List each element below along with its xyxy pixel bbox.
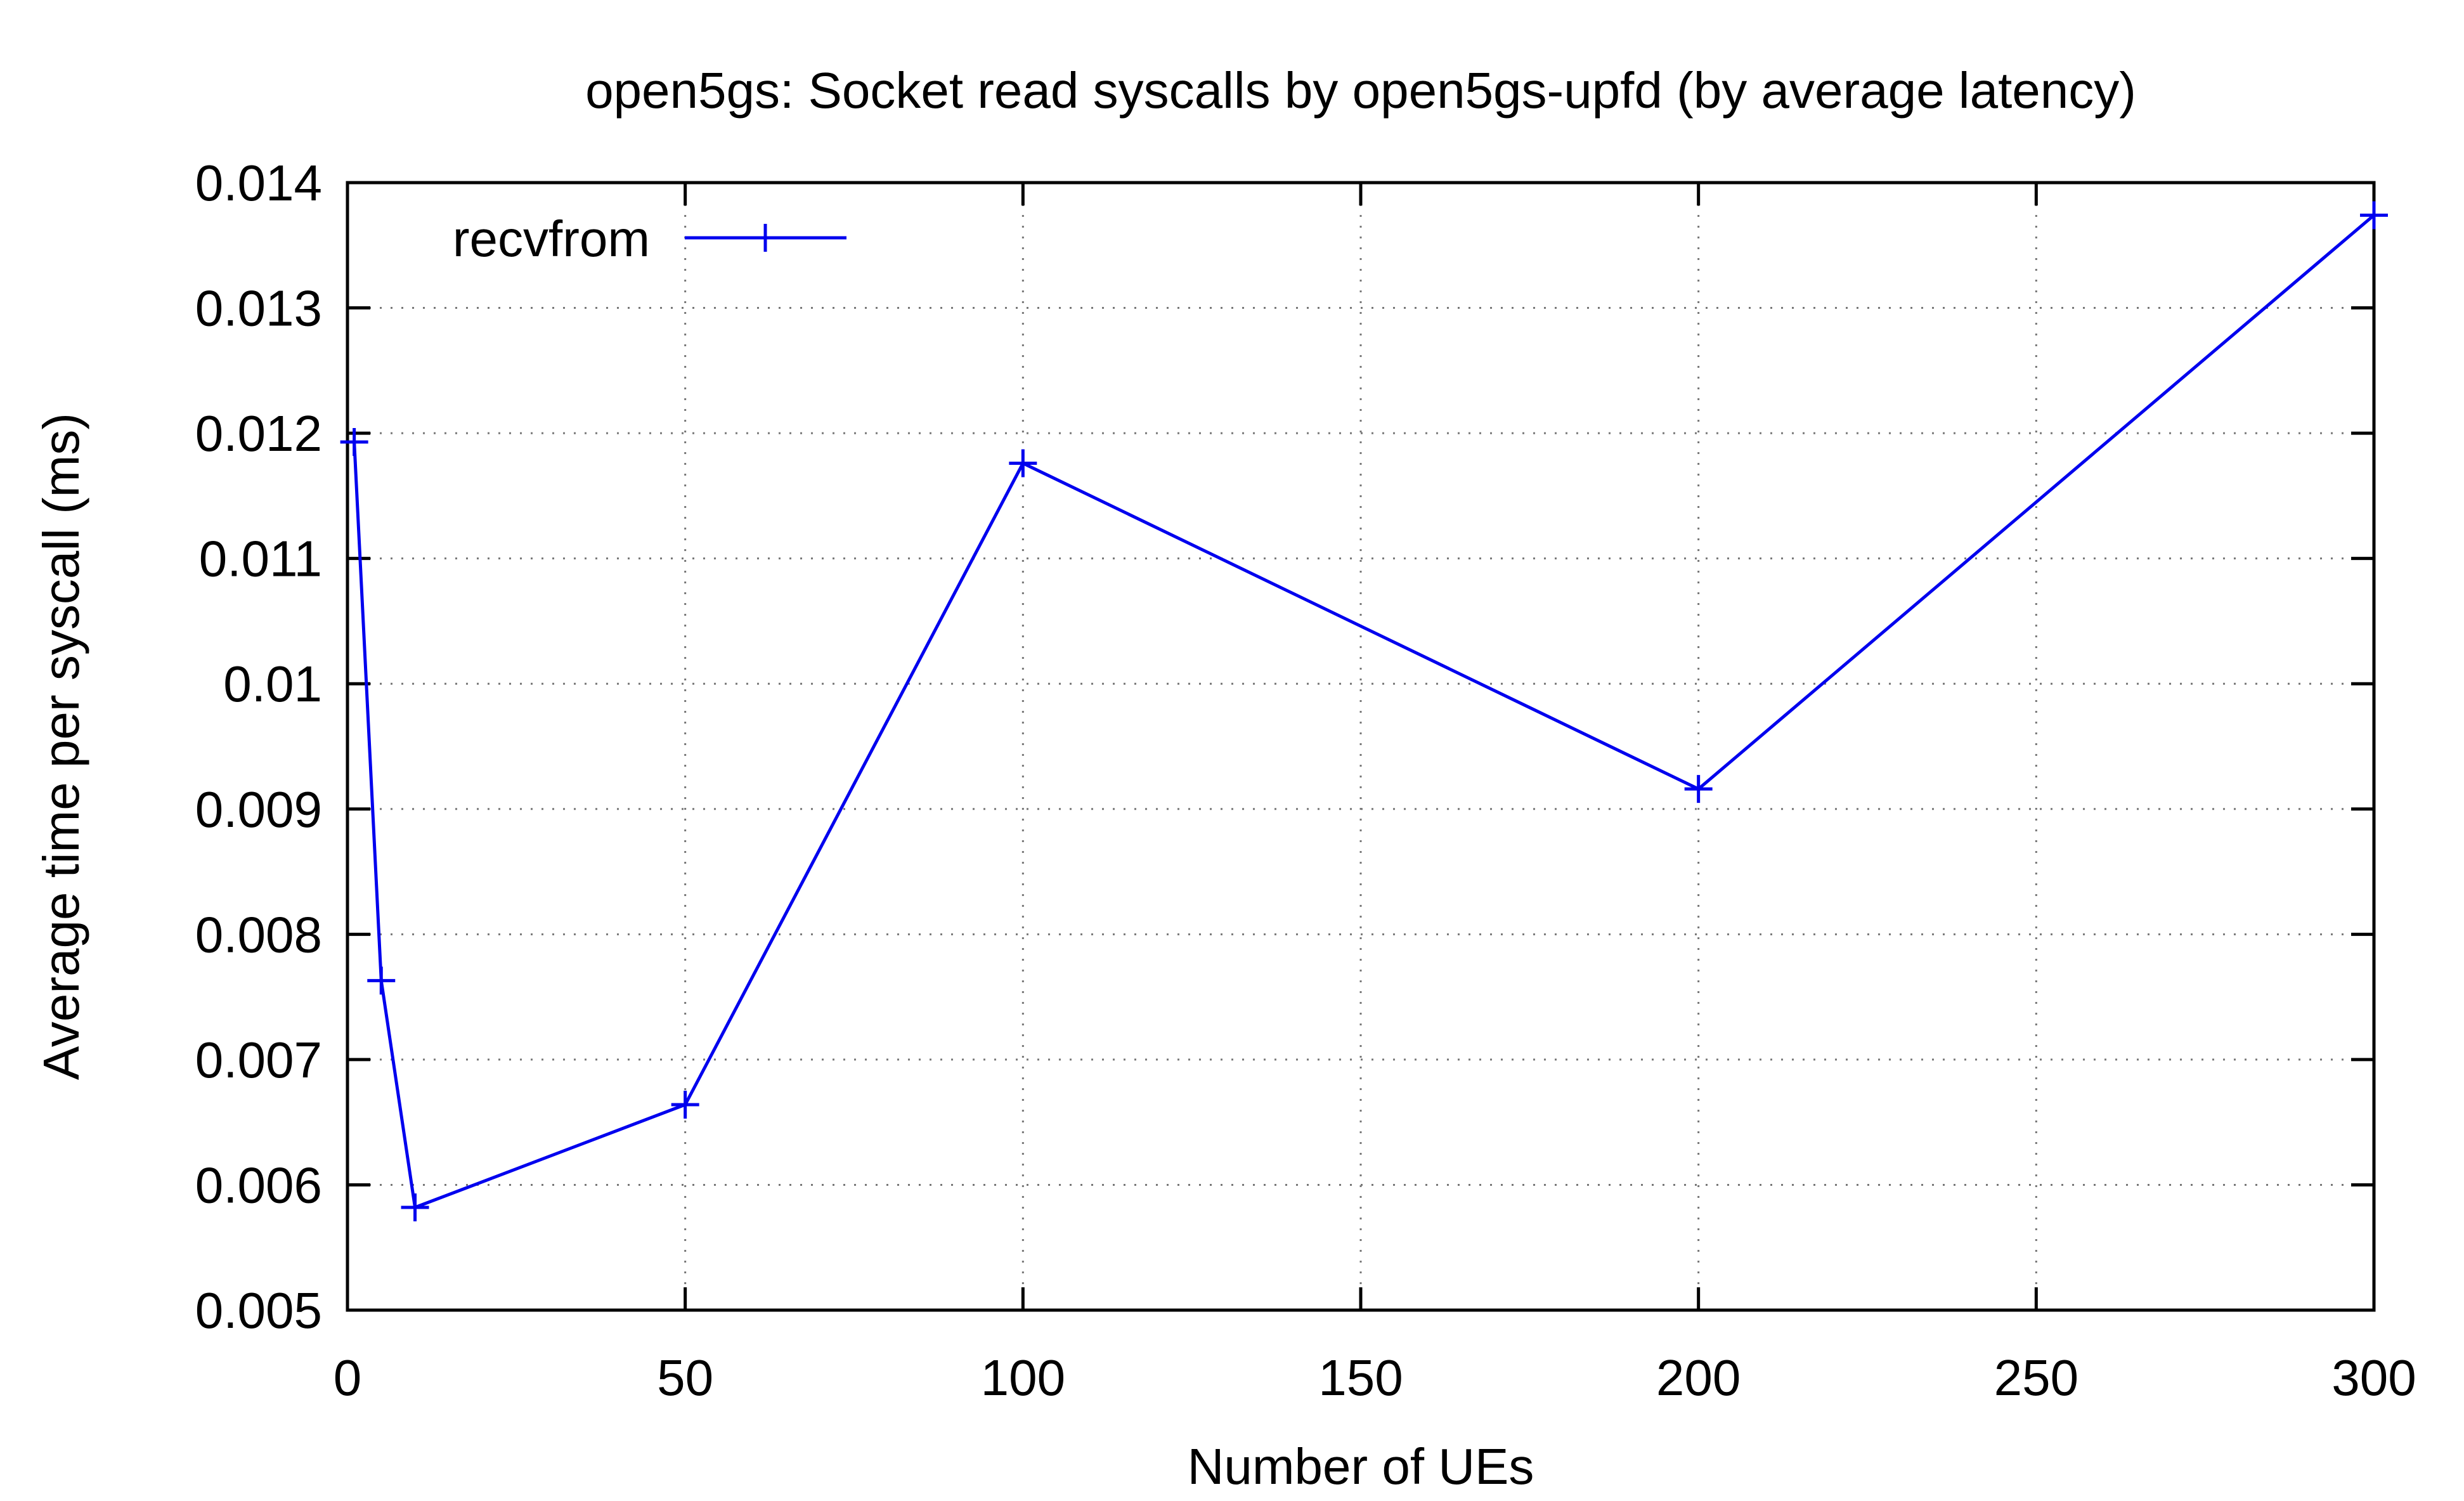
y-tick-label: 0.014 [195,155,322,211]
data-point-marker [1009,449,1037,478]
x-tick-label: 300 [2331,1349,2416,1406]
y-tick-label: 0.009 [195,781,322,838]
grid-lines [347,183,2374,1310]
series-layer [340,201,2388,1221]
data-point-marker [367,966,396,995]
x-tick-label: 150 [1318,1349,1403,1406]
y-tick-label: 0.01 [223,656,322,712]
chart-title: open5gs: Socket read syscalls by open5gs… [585,62,2136,119]
y-tick-label: 0.007 [195,1032,322,1088]
data-point-marker [2360,201,2388,230]
y-axis-tick-labels: 0.005 0.006 0.007 0.008 0.009 0.01 0.011 0.012 0… [195,155,322,1339]
y-tick-label: 0.005 [195,1282,322,1339]
y-tick-label: 0.006 [195,1157,322,1213]
x-tick-label: 0 [334,1349,362,1406]
legend-label-recvfrom: recvfrom [453,211,650,267]
y-tick-label: 0.008 [195,906,322,963]
data-point-marker [671,1091,699,1119]
x-axis-tick-labels: 0 50 100 150 200 250 300 [334,1349,2416,1406]
x-tick-label: 200 [1656,1349,1741,1406]
y-tick-label: 0.012 [195,405,322,462]
data-point-marker [401,1193,429,1221]
legend: recvfrom [453,211,846,267]
data-point-marker [340,427,368,456]
x-tick-label: 100 [981,1349,1065,1406]
y-axis-label: Average time per syscall (ms) [33,413,89,1080]
y-tick-label: 0.011 [199,531,322,587]
plot-frame [346,181,2376,1312]
legend-marker-plus [751,224,779,252]
data-point-marker [1684,775,1713,803]
x-tick-label: 250 [1994,1349,2078,1406]
x-tick-label: 50 [657,1349,713,1406]
y-tick-label: 0.013 [195,280,322,337]
x-axis-label: Number of UEs [1188,1438,1534,1495]
